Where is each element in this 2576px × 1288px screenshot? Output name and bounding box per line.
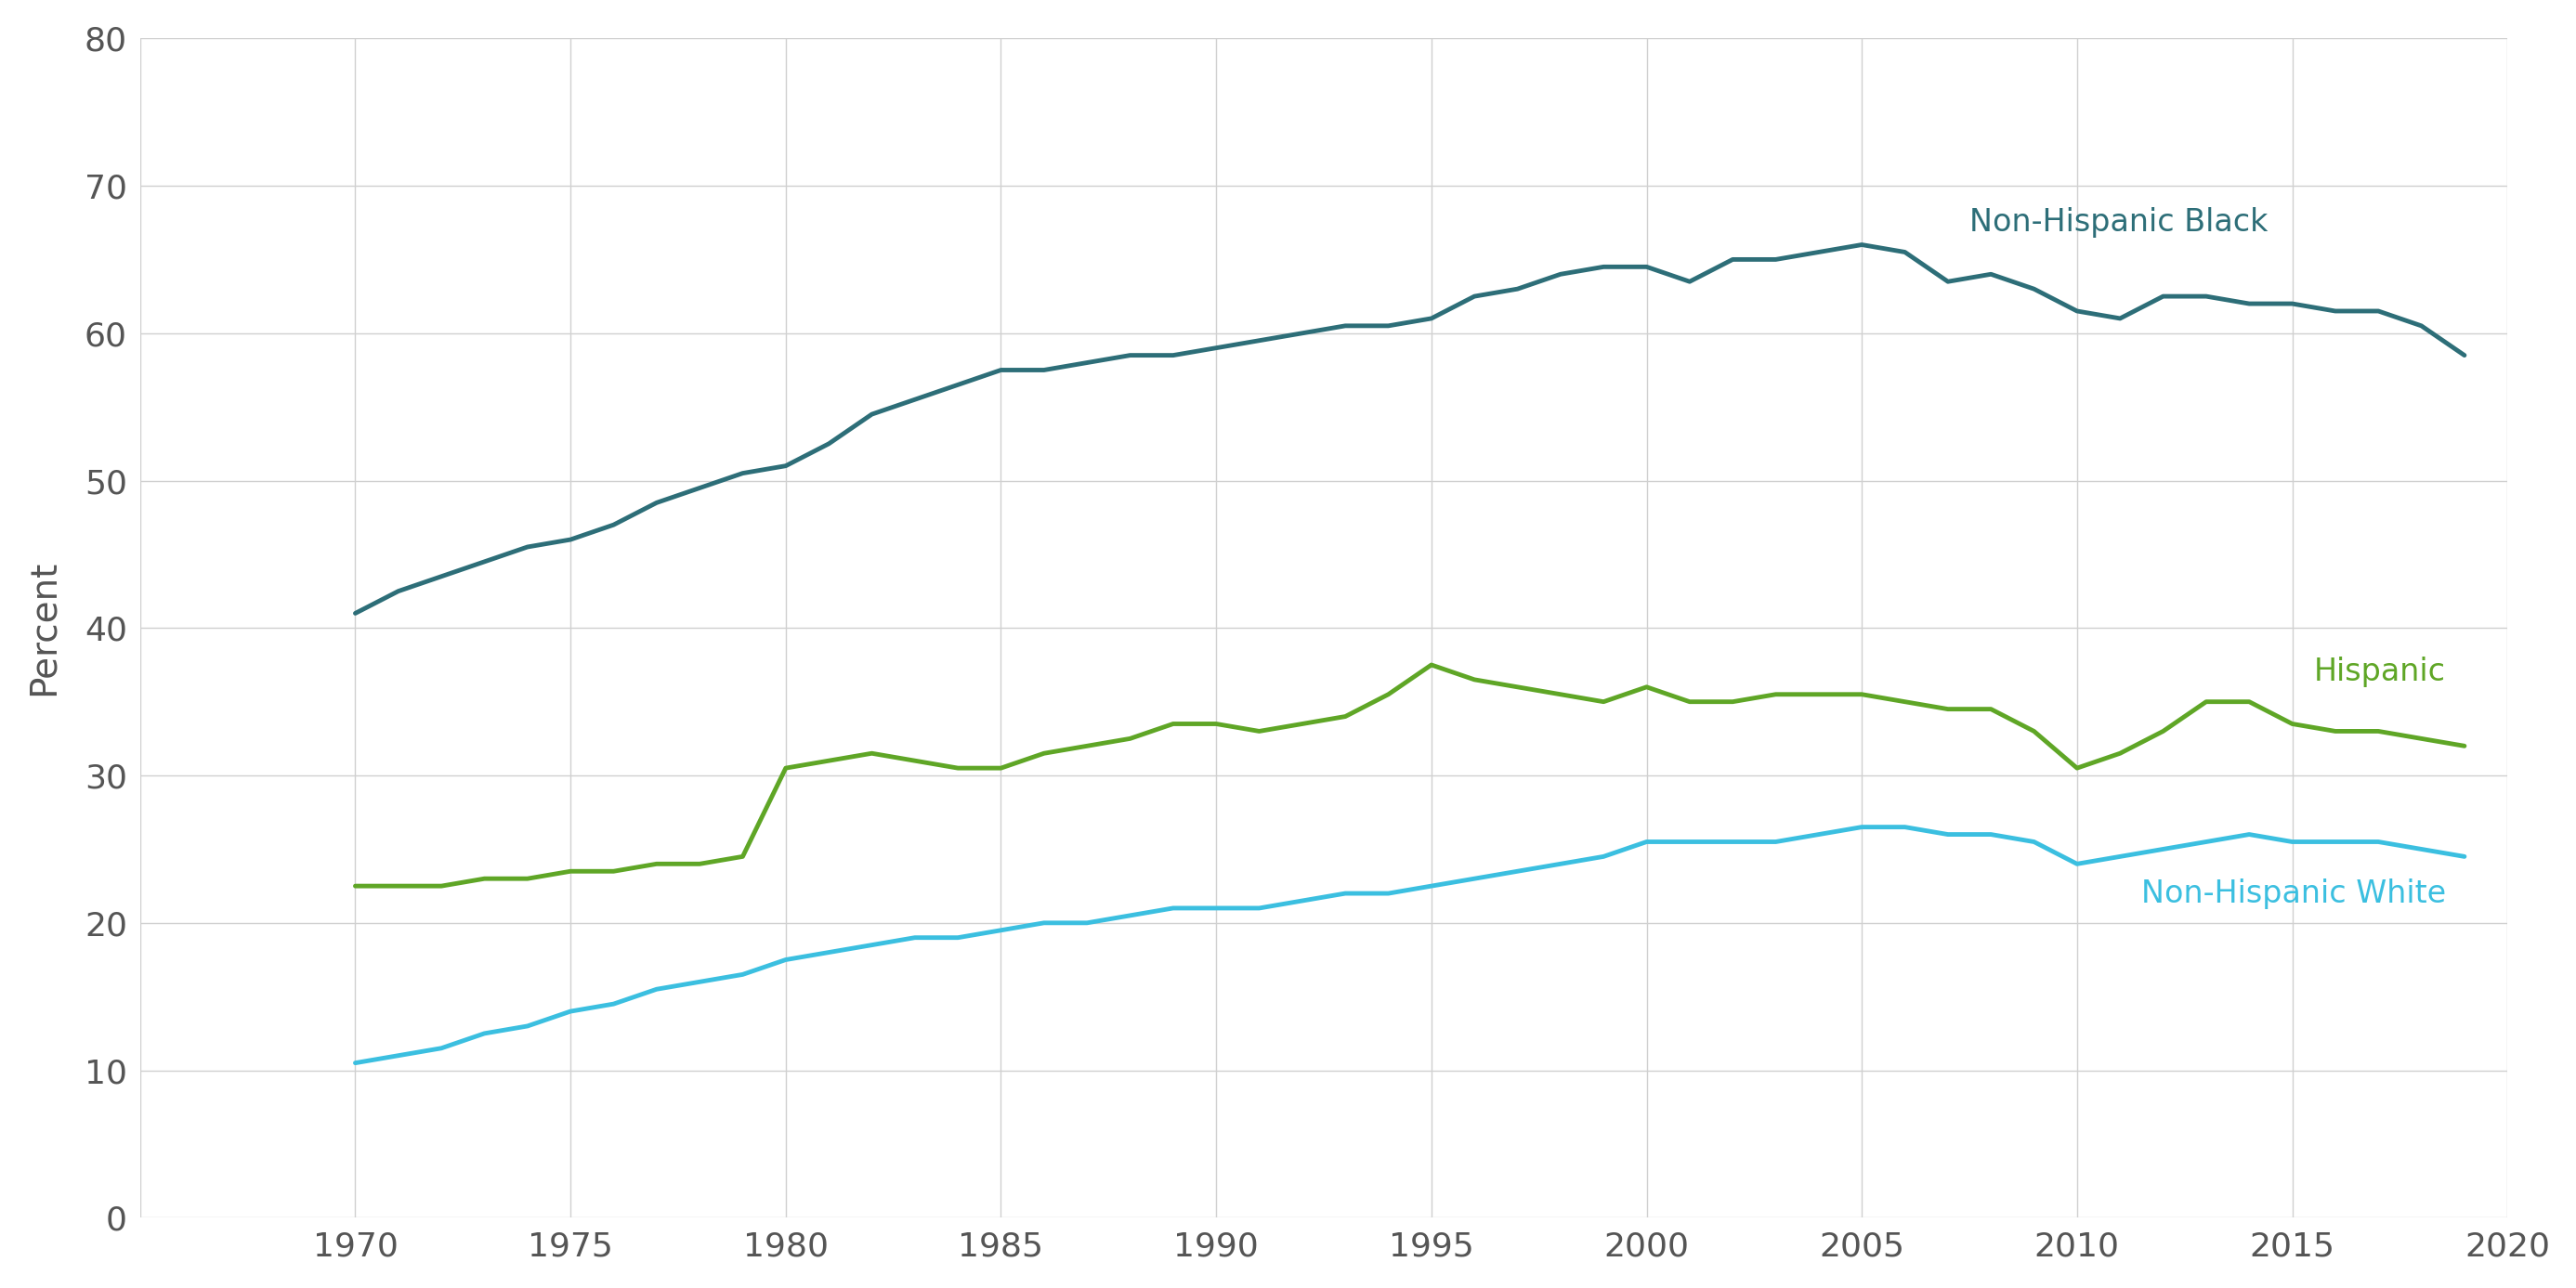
Text: Non-Hispanic White: Non-Hispanic White — [2141, 878, 2447, 909]
Y-axis label: Percent: Percent — [26, 560, 62, 696]
Text: Hispanic: Hispanic — [2313, 657, 2445, 688]
Text: Non-Hispanic Black: Non-Hispanic Black — [1971, 207, 2267, 238]
